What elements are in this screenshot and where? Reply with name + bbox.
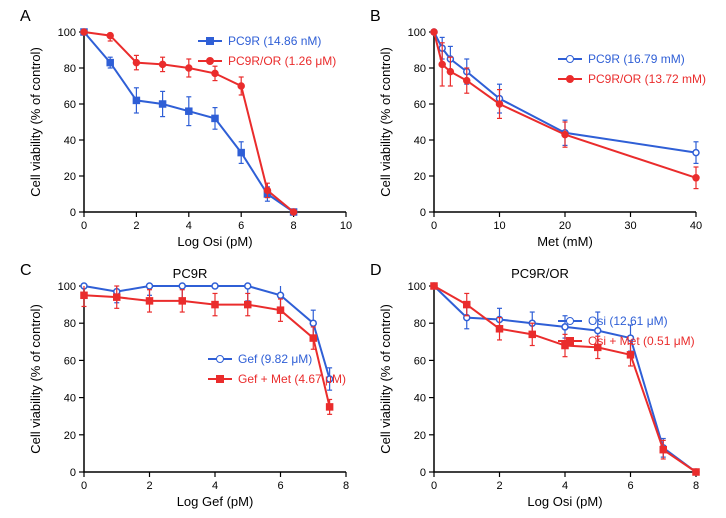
- svg-text:60: 60: [414, 355, 426, 367]
- svg-text:0: 0: [81, 220, 87, 232]
- legend-c: Gef (9.82 μM) Gef + Met (4.67 μM): [208, 350, 346, 390]
- svg-text:0: 0: [420, 467, 426, 479]
- panel-letter-a: A: [20, 8, 31, 26]
- legend-label: Osi (12.61 μM): [588, 312, 668, 330]
- svg-text:0: 0: [70, 207, 76, 219]
- svg-text:60: 60: [64, 355, 76, 367]
- panel-c: CPC9R02468020406080100Log Gef (pM)Cell v…: [20, 262, 360, 516]
- svg-text:2: 2: [496, 480, 502, 492]
- svg-text:0: 0: [70, 467, 76, 479]
- svg-text:40: 40: [414, 135, 426, 147]
- xlabel: Met (mM): [537, 234, 593, 249]
- svg-text:4: 4: [562, 480, 568, 492]
- svg-text:100: 100: [408, 27, 426, 39]
- svg-text:6: 6: [277, 480, 283, 492]
- legend-label: PC9R/OR (13.72 mM): [588, 70, 706, 88]
- panel-title-d: PC9R/OR: [370, 266, 710, 281]
- legend-item: Osi (12.61 μM): [558, 312, 695, 330]
- svg-text:4: 4: [186, 220, 192, 232]
- legend-b: PC9R (16.79 mM) PC9R/OR (13.72 mM): [558, 50, 706, 90]
- svg-text:8: 8: [343, 480, 349, 492]
- svg-text:0: 0: [81, 480, 87, 492]
- svg-text:100: 100: [408, 281, 426, 293]
- legend-a: PC9R (14.86 nM) PC9R/OR (1.26 μM): [198, 32, 336, 72]
- svg-text:80: 80: [64, 318, 76, 330]
- svg-text:0: 0: [431, 480, 437, 492]
- svg-text:100: 100: [58, 27, 76, 39]
- svg-text:40: 40: [64, 393, 76, 405]
- svg-text:80: 80: [414, 318, 426, 330]
- legend-item: PC9R (14.86 nM): [198, 32, 336, 50]
- xlabel: Log Osi (pM): [177, 234, 252, 249]
- legend-label: Gef + Met (4.67 μM): [238, 370, 346, 388]
- legend-item: PC9R/OR (13.72 mM): [558, 70, 706, 88]
- svg-text:60: 60: [414, 99, 426, 111]
- legend-label: PC9R/OR (1.26 μM): [228, 52, 336, 70]
- svg-text:6: 6: [238, 220, 244, 232]
- svg-text:20: 20: [64, 430, 76, 442]
- svg-text:80: 80: [414, 63, 426, 75]
- svg-text:20: 20: [414, 430, 426, 442]
- svg-text:40: 40: [64, 135, 76, 147]
- legend-label: PC9R (14.86 nM): [228, 32, 321, 50]
- ylabel: Cell viability (% of control): [378, 47, 393, 197]
- svg-text:2: 2: [146, 480, 152, 492]
- panel-title-c: PC9R: [20, 266, 360, 281]
- xlabel: Log Gef (pM): [177, 494, 254, 509]
- svg-text:40: 40: [414, 393, 426, 405]
- panel-b: B 0 10 20 30 40 0 20 40 60 80 100 Met (mM) Cell viabi…: [370, 8, 710, 256]
- svg-text:40: 40: [690, 220, 702, 232]
- svg-text:2: 2: [133, 220, 139, 232]
- legend-item: PC9R/OR (1.26 μM): [198, 52, 336, 70]
- svg-text:0: 0: [420, 207, 426, 219]
- legend-label: PC9R (16.79 mM): [588, 50, 685, 68]
- ylabel: Cell viability (% of control): [378, 304, 393, 454]
- legend-d: Osi (12.61 μM) Osi + Met (0.51 μM): [558, 312, 695, 352]
- svg-text:4: 4: [212, 480, 218, 492]
- chart-b: 0 10 20 30 40 0 20 40 60 80 100 Met (mM) Cell viabil…: [370, 8, 710, 256]
- legend-item: Gef (9.82 μM): [208, 350, 346, 368]
- ylabel: Cell viability (% of control): [28, 47, 43, 197]
- svg-text:100: 100: [58, 281, 76, 293]
- svg-text:80: 80: [64, 63, 76, 75]
- ylabel: Cell viability (% of control): [28, 304, 43, 454]
- xlabel: Log Osi (pM): [527, 494, 602, 509]
- legend-label: Osi + Met (0.51 μM): [588, 332, 695, 350]
- svg-text:30: 30: [624, 220, 636, 232]
- svg-text:20: 20: [414, 171, 426, 183]
- svg-text:60: 60: [64, 99, 76, 111]
- panel-letter-b: B: [370, 8, 381, 26]
- svg-text:10: 10: [340, 220, 352, 232]
- svg-text:20: 20: [559, 220, 571, 232]
- svg-text:10: 10: [493, 220, 505, 232]
- svg-text:6: 6: [627, 480, 633, 492]
- legend-item: Gef + Met (4.67 μM): [208, 370, 346, 388]
- svg-text:8: 8: [693, 480, 699, 492]
- legend-item: Osi + Met (0.51 μM): [558, 332, 695, 350]
- svg-text:20: 20: [64, 171, 76, 183]
- panel-a: A0246810020406080100Log Osi (pM)Cell via…: [20, 8, 360, 256]
- legend-item: PC9R (16.79 mM): [558, 50, 706, 68]
- panel-d: DPC9R/OR02468020406080100Log Osi (pM)Cel…: [370, 262, 710, 516]
- svg-text:8: 8: [291, 220, 297, 232]
- svg-text:0: 0: [431, 220, 437, 232]
- chart-d: 02468020406080100Log Osi (pM)Cell viabil…: [370, 262, 710, 516]
- legend-label: Gef (9.82 μM): [238, 350, 312, 368]
